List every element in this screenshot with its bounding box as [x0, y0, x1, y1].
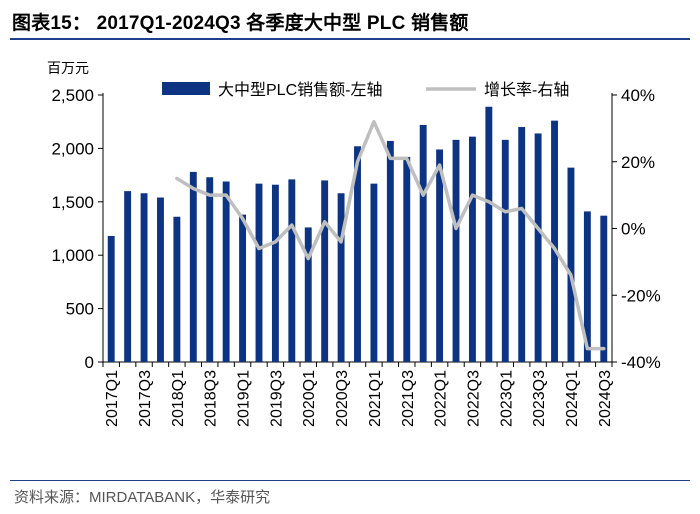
legend-bar-label: 大中型PLC销售额-左轴: [218, 81, 382, 99]
x-tick-label: 2021Q1: [367, 370, 384, 427]
sales-bar: [271, 184, 279, 362]
x-tick-label: 2020Q3: [334, 370, 351, 427]
sales-bar: [255, 183, 263, 362]
sales-bar: [222, 181, 230, 362]
sales-bar: [403, 156, 411, 362]
sales-bar: [304, 227, 312, 362]
x-tick-label: 2020Q1: [301, 370, 318, 427]
sales-bar: [173, 216, 181, 362]
sales-bar: [485, 106, 493, 362]
y-left-tick-label: 2,500: [51, 86, 94, 105]
source-divider: [10, 480, 690, 481]
sales-bar: [157, 197, 164, 362]
x-tick-label: 2023Q3: [531, 370, 548, 427]
x-tick-label: 2023Q1: [498, 370, 515, 427]
title-divider: [10, 38, 690, 40]
legend-line-label: 增长率-右轴: [484, 81, 569, 99]
chart-title: 图表15： 2017Q1-2024Q3 各季度大中型 PLC 销售额: [12, 13, 469, 34]
sales-bar: [501, 139, 509, 362]
x-tick-label: 2019Q1: [236, 370, 253, 427]
sales-bar: [534, 133, 542, 362]
sales-bar: [468, 136, 476, 362]
sales-growth-chart: 百万元 0 500 1,000 1,500 2,000 2,500 -40% -20% 0% 20%…: [47, 60, 661, 427]
x-tick-label: 2018Q3: [203, 370, 220, 427]
y-right-tick-label: -20%: [621, 286, 661, 305]
sales-bar: [288, 179, 296, 362]
sales-bar: [583, 211, 591, 362]
x-tick-label: 2022Q3: [465, 370, 482, 427]
chart-legend: 大中型PLC销售额-左轴 增长率-右轴: [162, 81, 569, 99]
sales-bar: [386, 140, 394, 362]
y-right-tick-label: 0%: [621, 220, 646, 239]
x-tick-label: 2022Q1: [433, 370, 450, 427]
source-note: 资料来源：MIRDATABANK，华泰研究: [14, 489, 271, 506]
sales-bar: [321, 180, 329, 362]
chart-axes: 百万元 0 500 1,000 1,500 2,000 2,500 -40% -20% 0% 20%…: [47, 60, 661, 427]
sales-bar: [370, 183, 378, 362]
sales-bar: [551, 120, 558, 362]
sales-bar: [354, 146, 361, 362]
sales-bar: [189, 171, 197, 362]
sales-bar: [239, 214, 247, 362]
sales-bar: [452, 139, 460, 362]
y-left-tick-label: 1,000: [51, 246, 94, 265]
y-left-tick-label: 500: [66, 300, 94, 319]
sales-bar: [337, 193, 345, 362]
x-tick-label: 2018Q1: [170, 370, 187, 427]
x-tick-label: 2017Q1: [104, 370, 121, 427]
growth-line-series: [175, 119, 606, 351]
sales-bar: [206, 177, 214, 362]
sales-bar: [107, 235, 115, 362]
bar-series: [107, 106, 608, 363]
growth-rate-line: [175, 119, 606, 351]
x-tick-label: 2024Q3: [597, 370, 614, 427]
y-left-tick-label: 1,500: [51, 193, 94, 212]
sales-bar: [436, 149, 444, 362]
y-right-tick-label: 40%: [621, 86, 655, 105]
y-right-tick-label: 20%: [621, 153, 655, 172]
y-left-tick-label: 0: [85, 353, 94, 372]
sales-bar: [600, 215, 608, 362]
y-left-unit-label: 百万元: [47, 60, 89, 76]
sales-bar: [140, 193, 148, 362]
legend-bar-swatch: [162, 82, 210, 95]
sales-bar: [567, 167, 575, 362]
sales-bar: [124, 191, 132, 362]
x-tick-label: 2021Q3: [400, 370, 417, 427]
x-tick-label: 2017Q3: [137, 370, 154, 427]
x-tick-label: 2024Q1: [564, 370, 581, 427]
y-right-tick-label: -40%: [621, 353, 661, 372]
x-tick-label: 2019Q3: [268, 370, 285, 427]
y-left-tick-label: 2,000: [51, 139, 94, 158]
sales-bar: [419, 124, 427, 363]
sales-bar: [518, 127, 526, 362]
